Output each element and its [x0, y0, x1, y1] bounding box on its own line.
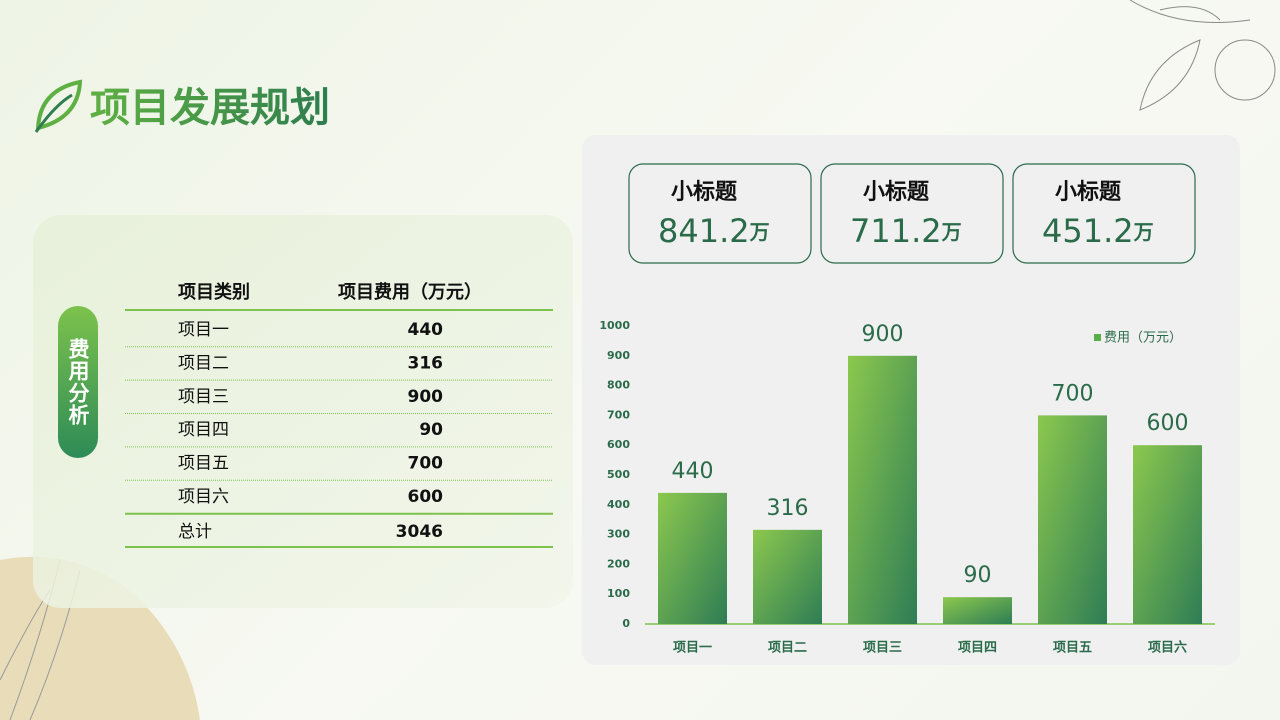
stat-value: 841.2万: [658, 212, 770, 250]
stat-value: 711.2万: [850, 212, 962, 250]
stat-number: 711.2: [850, 212, 942, 250]
data-label: 440: [672, 459, 714, 484]
y-tick-label: 700: [607, 408, 630, 421]
table-total: 3046: [396, 522, 443, 542]
y-tick-label: 300: [607, 528, 630, 541]
stat-unit: 万: [1133, 220, 1154, 244]
y-tick-label: 600: [607, 438, 630, 451]
stat-number: 841.2: [658, 212, 750, 250]
data-label: 700: [1052, 381, 1094, 406]
bar: [658, 492, 727, 624]
x-tick-label: 项目二: [768, 641, 807, 656]
page-title: 项目发展规划: [90, 85, 330, 131]
data-label: 900: [862, 322, 904, 347]
stat-value: 451.2万: [1042, 212, 1154, 250]
x-tick-label: 项目一: [673, 641, 712, 656]
bar: [1038, 415, 1107, 624]
y-tick-label: 200: [607, 557, 630, 570]
y-tick-label: 0: [622, 617, 630, 630]
x-tick-label: 项目六: [1148, 640, 1187, 656]
table-cell: 项目二: [178, 353, 229, 373]
x-tick-label: 项目三: [863, 641, 902, 656]
y-tick-label: 500: [607, 468, 630, 481]
bar: [1133, 445, 1202, 624]
y-tick-label: 800: [607, 379, 630, 392]
y-tick-label: 400: [607, 498, 630, 511]
side-label: 费用分析: [58, 306, 98, 458]
legend-label: 费用（万元）: [1104, 331, 1182, 346]
bar: [848, 355, 917, 624]
bar: [753, 529, 822, 624]
y-tick-label: 1000: [599, 319, 630, 332]
table-header: 项目费用（万元）: [338, 282, 482, 303]
stat-number: 451.2: [1042, 212, 1134, 250]
stat-unit: 万: [941, 220, 962, 244]
table-cell: 700: [408, 454, 444, 474]
stat-unit: 万: [749, 220, 770, 244]
data-label: 316: [767, 496, 809, 521]
y-tick-label: 100: [607, 587, 630, 600]
table-cell: 项目六: [178, 487, 229, 507]
table-header: 项目类别: [178, 281, 250, 303]
table-total: 总计: [178, 522, 212, 542]
table-cell: 项目三: [178, 387, 229, 407]
table-cell: 项目一: [178, 320, 229, 340]
table-cell: 项目四: [178, 420, 229, 440]
legend-swatch: [1094, 334, 1101, 341]
stat-card: [820, 163, 1004, 264]
stat-card: [628, 163, 812, 264]
table-cell: 90: [419, 420, 443, 440]
bar: [943, 597, 1012, 624]
table-cell: 440: [408, 320, 444, 340]
title-icon: [34, 79, 83, 133]
stat-label: 小标题: [1055, 179, 1122, 205]
data-label: 90: [964, 563, 992, 588]
x-tick-label: 项目四: [958, 641, 997, 656]
table-cell: 900: [408, 387, 444, 407]
table-cell: 316: [408, 353, 444, 373]
stat-card: [1012, 163, 1196, 264]
table-cell: 项目五: [178, 454, 229, 474]
stat-label: 小标题: [671, 179, 738, 205]
table-panel: [33, 215, 573, 608]
x-tick-label: 项目五: [1053, 641, 1092, 656]
table-cell: 600: [408, 487, 444, 507]
y-tick-label: 900: [607, 349, 630, 362]
data-label: 600: [1147, 411, 1189, 436]
stat-label: 小标题: [863, 179, 930, 205]
decor-leaves: [1129, 0, 1276, 111]
